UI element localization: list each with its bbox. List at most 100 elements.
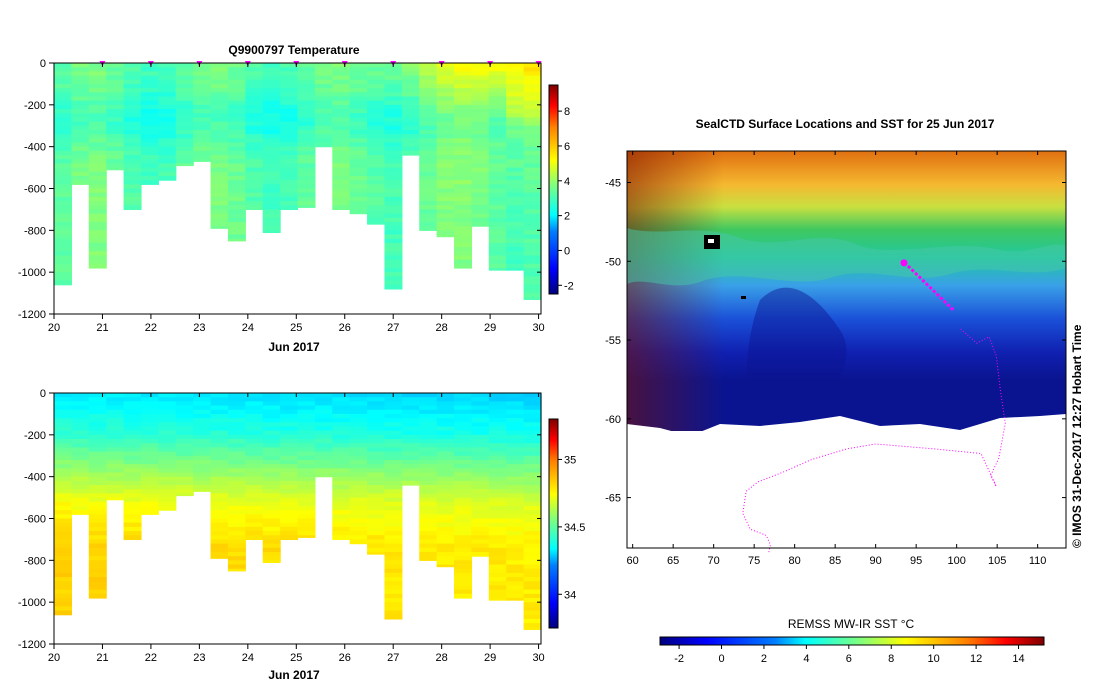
section-cell	[140, 409, 159, 415]
y-tick-label: -1000	[18, 267, 46, 279]
section-cell	[158, 155, 177, 160]
section-cell	[262, 526, 281, 532]
section-cell	[245, 480, 264, 486]
section-cell	[349, 434, 368, 440]
section-cell	[175, 71, 194, 77]
section-cell	[88, 518, 107, 524]
section-cell	[193, 146, 212, 152]
section-cell	[88, 422, 107, 428]
section-cell	[210, 121, 229, 127]
section-cell	[488, 505, 507, 511]
section-cell	[123, 485, 142, 490]
section-cell	[506, 201, 525, 206]
section-cell	[436, 531, 455, 536]
section-cell	[471, 109, 490, 114]
section-cell	[419, 146, 438, 152]
section-cell	[280, 472, 299, 478]
x-tick-label: 29	[484, 322, 496, 334]
section-cell	[419, 125, 438, 131]
section-cell	[523, 539, 542, 545]
section-cell	[471, 201, 490, 206]
y-tick-label: -600	[24, 184, 46, 196]
section-cell	[245, 447, 264, 453]
section-cell	[71, 163, 90, 169]
section-cell	[419, 221, 438, 227]
section-cell	[54, 71, 72, 77]
section-cell	[140, 451, 159, 457]
section-cell	[140, 171, 159, 177]
temperature-xlabel: Jun 2017	[268, 340, 320, 354]
section-cell	[106, 418, 125, 423]
section-cell	[488, 443, 507, 448]
section-cell	[454, 205, 473, 211]
section-cell	[245, 175, 264, 181]
section-cell	[332, 159, 351, 164]
kerguelen-highland	[708, 239, 714, 243]
section-cell	[332, 531, 351, 536]
section-cell	[523, 96, 542, 102]
section-cell	[523, 167, 542, 173]
section-cell	[384, 434, 403, 440]
section-cell	[454, 468, 473, 474]
lon-tick-label: 70	[708, 555, 720, 567]
section-cell	[384, 121, 403, 127]
section-cell	[454, 413, 473, 419]
section-cell	[140, 113, 159, 118]
section-cell	[454, 493, 473, 499]
section-cell	[314, 121, 333, 127]
section-cell	[384, 129, 403, 135]
section-cell	[506, 585, 525, 591]
seal-position-marker	[900, 259, 908, 267]
section-cell	[71, 83, 90, 89]
section-cell	[471, 393, 490, 398]
section-cell	[262, 401, 281, 407]
section-cell	[454, 476, 473, 482]
section-cell	[88, 247, 107, 252]
section-cell	[262, 92, 281, 98]
section-cell	[280, 455, 299, 461]
section-cell	[123, 125, 142, 131]
section-cell	[193, 138, 212, 144]
section-cell	[123, 159, 142, 164]
section-cell	[88, 447, 107, 453]
section-cell	[297, 146, 316, 152]
section-cell	[297, 405, 316, 411]
sst-colorbar-tick-label: 0	[718, 653, 724, 665]
section-cell	[54, 192, 72, 198]
section-cell	[140, 83, 159, 89]
section-cell	[88, 564, 107, 570]
section-cell	[140, 401, 159, 407]
section-cell	[506, 564, 525, 570]
section-cell	[262, 551, 281, 557]
section-cell	[262, 439, 281, 444]
x-tick-label: 21	[96, 652, 108, 664]
section-cell	[297, 430, 316, 436]
section-cell	[384, 614, 403, 620]
section-cell	[349, 209, 368, 215]
section-cell	[401, 459, 420, 465]
section-cell	[88, 150, 107, 156]
section-cell	[401, 150, 420, 156]
section-cell	[384, 247, 403, 252]
section-cell	[384, 418, 403, 423]
section-cell	[123, 430, 142, 436]
sst-colorbar	[659, 636, 1045, 646]
section-cell	[471, 543, 490, 549]
section-cell	[88, 405, 107, 411]
section-cell	[88, 196, 107, 202]
section-cell	[523, 109, 542, 114]
section-cell	[245, 113, 264, 118]
section-cell	[280, 159, 299, 164]
section-cell	[88, 83, 107, 89]
section-cell	[506, 543, 525, 549]
section-cell	[471, 485, 490, 490]
section-cell	[262, 226, 281, 231]
section-cell	[488, 434, 507, 440]
section-cell	[88, 209, 107, 215]
section-cell	[506, 480, 525, 486]
section-cell	[245, 117, 264, 123]
lon-tick-label: 110	[1029, 555, 1047, 567]
section-cell	[245, 426, 264, 432]
section-cell	[488, 480, 507, 486]
section-cell	[436, 443, 455, 448]
